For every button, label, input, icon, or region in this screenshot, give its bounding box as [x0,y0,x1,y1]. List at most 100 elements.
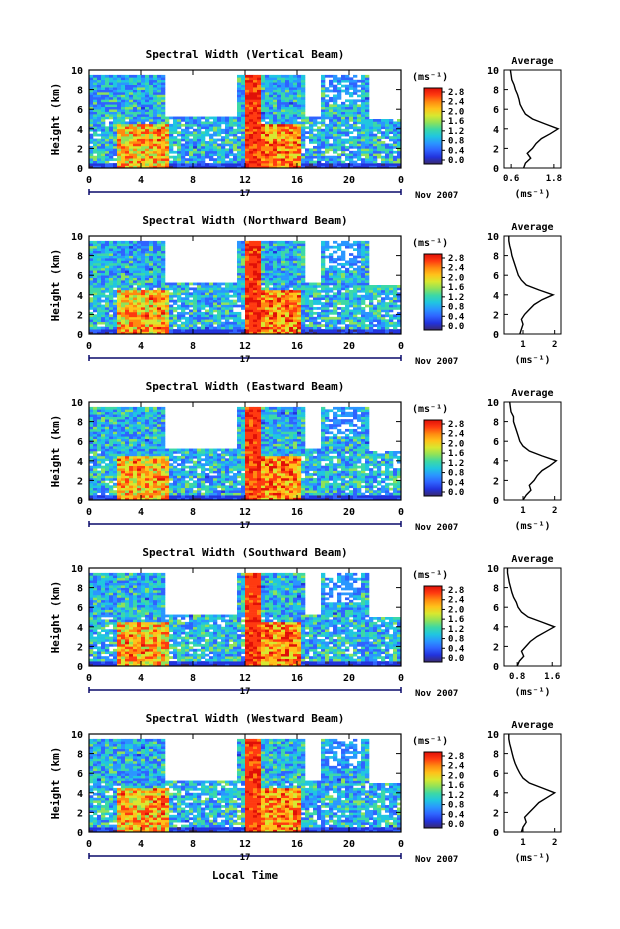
heatmap-cell [133,309,138,313]
heatmap-cell [217,316,222,320]
heatmap-cell [165,304,170,308]
heatmap-cell [189,116,194,120]
heatmap-cell [137,262,142,266]
heatmap-cell [169,136,174,139]
heatmap-cell [245,106,250,110]
heatmap-cell [101,475,106,479]
heatmap-cell [301,243,306,247]
heatmap-cell [301,155,306,159]
heatmap-cell [357,302,362,305]
heatmap-cell [309,158,314,161]
heatmap-cell [241,321,246,325]
heatmap-cell [385,119,390,122]
heatmap-cell [269,292,274,296]
heatmap-cell [277,158,282,161]
heatmap-cell [365,331,370,334]
heatmap-cell [109,114,114,117]
heatmap-cell [157,270,162,274]
heatmap-cell [185,150,190,154]
heatmap-cell [253,316,258,320]
heatmap-cell [125,280,130,283]
heatmap-cell [121,304,126,308]
heatmap-cell [377,289,382,293]
heatmap-cell [101,248,106,251]
heatmap-cell [341,121,346,125]
heatmap-cell [321,272,326,276]
heatmap-cell [321,258,326,261]
heatmap-cell [285,275,290,278]
heatmap-cell [285,299,290,303]
heatmap-cell [193,136,198,139]
heatmap-cell [97,243,102,247]
heatmap-cell [261,309,266,313]
heatmap-cell [225,329,230,332]
heatmap-cell [337,262,342,266]
heatmap-cell [121,314,126,318]
heatmap-cell [137,311,142,315]
heatmap-cell [377,123,382,127]
heatmap-cell [125,121,130,125]
heatmap-cell [133,329,138,332]
heatmap-cell [169,314,174,318]
heatmap-cell [297,248,302,251]
heatmap-cell [249,111,254,115]
heatmap-cell [369,126,374,130]
heatmap-cell [145,297,150,300]
heatmap-cell [197,153,202,157]
heatmap-cell [245,155,250,159]
heatmap-cell [161,277,166,281]
heatmap-cell [293,304,298,308]
heatmap-cell [113,248,118,251]
average-x-tick-label: 2 [552,340,557,350]
heatmap-cell [137,331,142,334]
heatmap-cell [269,319,274,323]
heatmap-cell [101,433,106,437]
heatmap-cell [125,79,130,83]
heatmap-cell [161,74,166,78]
heatmap-cell [165,326,170,330]
heatmap-cell [381,302,386,305]
heatmap-cell [361,99,366,103]
heatmap-cell [305,299,310,303]
heatmap-cell [377,324,382,327]
heatmap-cell [129,280,134,283]
heatmap-cell [249,294,254,298]
heatmap-cell [117,77,122,81]
heatmap-cell [101,280,106,283]
heatmap-cell [281,287,286,291]
heatmap-cell [325,294,330,298]
heatmap-cell [353,92,358,95]
heatmap-cell [193,121,198,125]
heatmap-cell [113,436,118,440]
heatmap-cell [305,311,310,315]
heatmap-cell [381,133,386,137]
heatmap-cell [129,138,134,142]
heatmap-cell [349,243,354,247]
heatmap-cell [393,155,398,159]
heatmap-cell [217,309,222,313]
heatmap-cell [105,150,110,154]
heatmap-cell [101,250,106,254]
heatmap-cell [381,304,386,308]
heatmap-cell [101,153,106,157]
heatmap-cell [93,111,98,115]
heatmap-cell [221,153,226,157]
heatmap-cell [389,119,394,122]
heatmap-cell [97,482,102,486]
heatmap-cell [97,406,102,410]
heatmap-cell [389,138,394,142]
heatmap-cell [397,311,401,315]
heatmap-cell [125,302,130,305]
heatmap-cell [117,262,122,266]
heatmap-cell [249,145,254,149]
heatmap-cell [281,331,286,334]
heatmap-cell [293,326,298,330]
heatmap-cell [269,304,274,308]
heatmap-cell [157,74,162,78]
heatmap-cell [97,106,102,110]
heatmap-cell [129,316,134,320]
heatmap-cell [209,116,214,120]
heatmap-cell [257,121,262,125]
heatmap-cell [389,153,394,157]
heatmap-cell [365,153,370,157]
